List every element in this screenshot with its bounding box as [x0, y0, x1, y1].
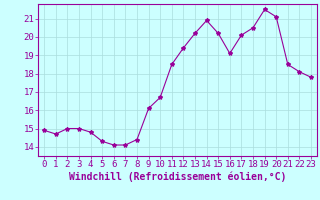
X-axis label: Windchill (Refroidissement éolien,°C): Windchill (Refroidissement éolien,°C) — [69, 172, 286, 182]
